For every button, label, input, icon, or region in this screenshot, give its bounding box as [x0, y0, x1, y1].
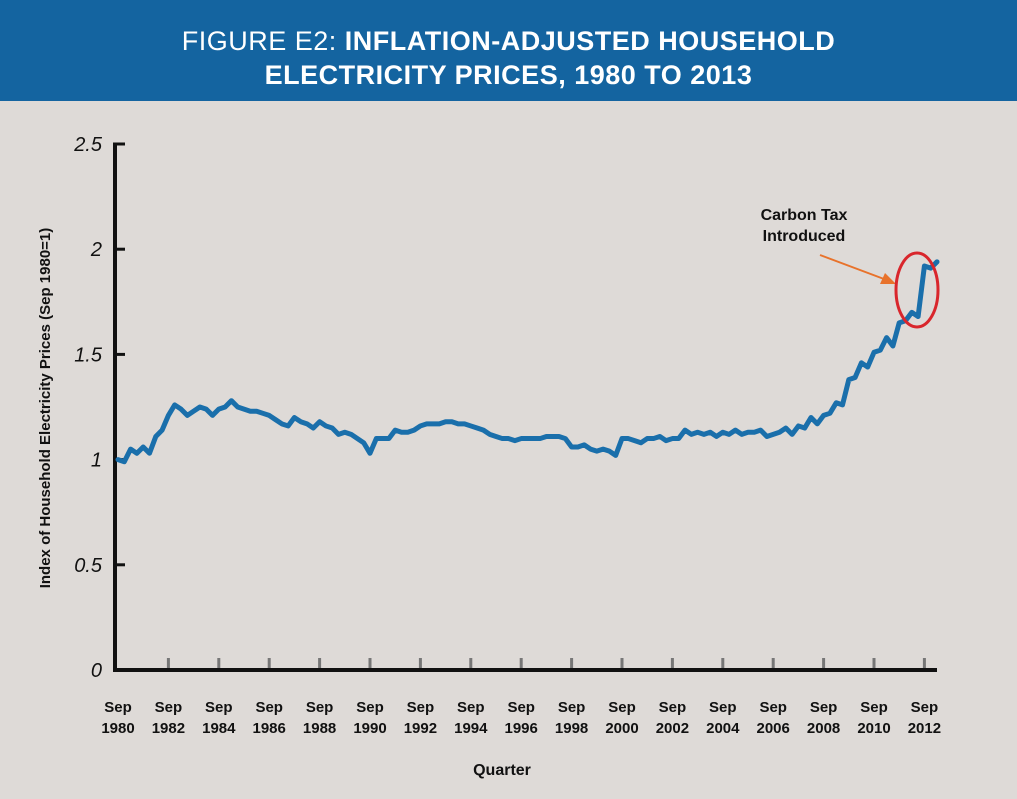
- x-tick-label-year: 2002: [656, 720, 689, 737]
- annotation-arrowhead: [880, 273, 896, 284]
- x-tick-label-month: Sep: [155, 699, 183, 716]
- x-tick-label-year: 2008: [807, 720, 840, 737]
- x-tick-label-month: Sep: [457, 699, 485, 716]
- x-tick-label-month: Sep: [104, 699, 132, 716]
- x-tick-label-month: Sep: [608, 699, 636, 716]
- series-line: [115, 259, 940, 465]
- x-tick-label-month: Sep: [810, 699, 838, 716]
- x-tick-label-year: 1990: [353, 720, 386, 737]
- x-tick-label-year: 1982: [152, 720, 185, 737]
- annotation-arrow-shaft: [819, 254, 885, 280]
- x-tick-label-month: Sep: [407, 699, 435, 716]
- x-tick-label-month: Sep: [911, 699, 939, 716]
- x-tick-label-month: Sep: [205, 699, 233, 716]
- x-axis-title: Quarter: [473, 762, 531, 779]
- annotation-label-line2: Introduced: [763, 228, 846, 245]
- x-tick-label-year: 1996: [505, 720, 538, 737]
- x-tick-label-year: 1992: [404, 720, 437, 737]
- x-tick-label-month: Sep: [659, 699, 687, 716]
- x-tick-label-month: Sep: [507, 699, 535, 716]
- y-axis-title-group: Index of Household Electricity Prices (S…: [37, 228, 54, 589]
- carbon-tax-annotation: Carbon Tax Introduced: [761, 207, 940, 329]
- figure-number: FIGURE E2:: [181, 26, 345, 56]
- x-tick-label-year: 1986: [253, 720, 286, 737]
- x-tick-label-month: Sep: [860, 699, 888, 716]
- x-tick-label-month: Sep: [356, 699, 384, 716]
- y-tick-label: 1.5: [74, 344, 103, 366]
- x-tick-label-month: Sep: [255, 699, 283, 716]
- y-tick-label: 0: [91, 660, 102, 682]
- x-tick-label-year: 1988: [303, 720, 336, 737]
- x-tick-label-year: 2004: [706, 720, 740, 737]
- x-tick-label-month: Sep: [558, 699, 586, 716]
- x-tick-label-year: 2012: [908, 720, 941, 737]
- y-tick-label: 1: [91, 450, 102, 472]
- y-tick-label: 2.5: [73, 134, 103, 156]
- x-tick-label-month: Sep: [759, 699, 787, 716]
- figure-title-banner: FIGURE E2: INFLATION-ADJUSTED HOUSEHOLD …: [0, 0, 1017, 101]
- x-tick-label-year: 1980: [101, 720, 134, 737]
- figure-title-line1: FIGURE E2: INFLATION-ADJUSTED HOUSEHOLD: [0, 26, 1017, 57]
- x-tick-label-year: 1998: [555, 720, 588, 737]
- line-chart: Index of Household Electricity Prices (S…: [37, 134, 941, 779]
- x-tick-label-year: 1994: [454, 720, 488, 737]
- x-tick-label-year: 2000: [605, 720, 638, 737]
- x-tick-label-year: 2010: [857, 720, 890, 737]
- y-axis-title: Index of Household Electricity Prices (S…: [37, 228, 54, 589]
- x-tick-label-year: 2006: [757, 720, 790, 737]
- y-tick-label: 2: [90, 239, 102, 261]
- x-axis-ticks: Sep 1980 Sep 1982 Sep 1984 Sep 1986 Sep 1988 Sep 19…: [101, 658, 941, 737]
- x-tick-label-month: Sep: [306, 699, 334, 716]
- annotation-label-line1: Carbon Tax: [761, 207, 848, 224]
- x-tick-label-month: Sep: [709, 699, 737, 716]
- y-axis-ticks: 0 0.5 1 1.5 2 2.5: [73, 134, 125, 682]
- figure-title-part1: INFLATION-ADJUSTED HOUSEHOLD: [344, 26, 836, 56]
- y-tick-label: 0.5: [74, 555, 103, 577]
- annotation-ellipse: [894, 251, 940, 329]
- figure-title-line2: ELECTRICITY PRICES, 1980 TO 2013: [264, 60, 753, 90]
- x-tick-label-year: 1984: [202, 720, 236, 737]
